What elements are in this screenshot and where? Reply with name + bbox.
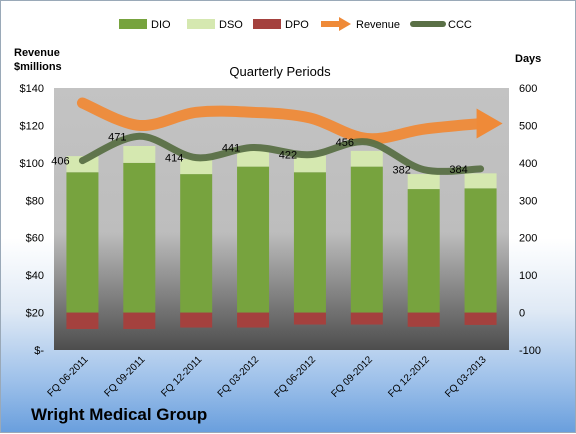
ccc-series: 406 471 414 441 422 456 382 384: [51, 131, 485, 177]
dpo-bar: [407, 312, 440, 327]
legend-label: DPO: [285, 19, 309, 31]
dpo-bar: [293, 312, 326, 325]
dio-bar: [123, 162, 156, 313]
dso-bar: [350, 150, 383, 167]
dso-bar: [180, 159, 213, 175]
dpo-bar: [123, 312, 156, 330]
left-tick-label: $100: [20, 158, 44, 170]
dio-bar: [237, 166, 270, 313]
dio-bar: [464, 188, 497, 313]
right-axis: -100 0 100 200 300 400 500 600: [519, 83, 541, 357]
legend-swatch: [187, 19, 215, 29]
dpo-bar: [180, 312, 213, 328]
revenue-line: [76, 97, 487, 145]
ccc-data-label: 406: [51, 156, 69, 168]
x-axis: FQ 06-2011 FQ 09-2011 FQ 12-2011 FQ 03-2012…: [46, 354, 489, 400]
dpo-bar: [464, 312, 497, 325]
right-tick-label: 100: [519, 270, 537, 282]
right-tick-label: 600: [519, 83, 537, 95]
x-tick-label: FQ 03-2012: [216, 354, 262, 400]
left-tick-label: $-: [34, 345, 44, 357]
x-tick-label: FQ 03-2013: [443, 354, 489, 400]
ccc-data-label: 414: [165, 153, 183, 165]
legend-label: DSO: [219, 19, 243, 31]
right-tick-label: 0: [519, 308, 525, 320]
right-tick-label: 300: [519, 195, 537, 207]
left-axis: $- $20 $40 $60 $80 $100 $120 $140: [20, 83, 45, 357]
ccc-data-label: 441: [222, 143, 240, 155]
dso-bar: [407, 174, 440, 190]
x-tick-label: FQ 09-2011: [102, 354, 147, 399]
left-tick-label: $80: [26, 195, 44, 207]
revenue-arrowhead: [476, 108, 503, 139]
legend-swatch: [253, 19, 281, 29]
dio-bar: [293, 172, 326, 313]
legend-label: DIO: [151, 19, 171, 31]
right-tick-label: 200: [519, 233, 537, 245]
x-tick-label: FQ 06-2012: [273, 354, 319, 400]
x-tick-label: FQ 09-2012: [329, 354, 375, 400]
bars: [66, 146, 497, 330]
left-tick-label: $60: [26, 233, 44, 245]
dio-bar: [180, 174, 213, 313]
right-tick-label: 400: [519, 158, 537, 170]
x-tick-label: FQ 12-2012: [386, 354, 432, 400]
ccc-data-label: 422: [279, 150, 297, 162]
chart-title: Quarterly Periods: [229, 64, 331, 79]
ccc-line: [78, 132, 485, 175]
ccc-data-label: 382: [393, 165, 411, 177]
dso-bar: [123, 146, 156, 163]
left-tick-label: $20: [26, 308, 44, 320]
dso-bar: [464, 173, 497, 189]
x-tick-label: FQ 12-2011: [159, 354, 204, 399]
right-axis-label: Days: [515, 53, 541, 65]
dso-bar: [293, 155, 326, 173]
dio-bar: [350, 166, 383, 313]
right-tick-label: 500: [519, 120, 537, 132]
left-tick-label: $140: [20, 83, 44, 95]
dpo-bar: [66, 312, 99, 330]
ccc-data-label: 456: [336, 137, 354, 149]
revenue-series: [76, 97, 503, 145]
x-tick-label: FQ 06-2011: [46, 354, 91, 399]
ccc-data-label: 471: [108, 131, 126, 143]
legend-swatch: [119, 19, 147, 29]
left-tick-label: $40: [26, 270, 44, 282]
right-tick-label: -100: [519, 345, 541, 357]
left-axis-label-line1: Revenue: [14, 47, 60, 59]
legend-label: CCC: [448, 19, 472, 31]
dio-bar: [66, 172, 99, 313]
dso-bar: [237, 149, 270, 167]
ccc-data-label: 384: [449, 164, 467, 176]
legend-label: Revenue: [356, 19, 400, 31]
company-name: Wright Medical Group: [31, 405, 208, 424]
left-axis-label-line2: $millions: [14, 61, 62, 73]
dio-bar: [407, 189, 440, 313]
left-tick-label: $120: [20, 120, 44, 132]
legend-swatch: [339, 17, 351, 31]
dpo-bar: [350, 312, 383, 325]
legend: DIO DSO DPO Revenue CCC: [119, 17, 472, 31]
dpo-bar: [237, 312, 270, 328]
